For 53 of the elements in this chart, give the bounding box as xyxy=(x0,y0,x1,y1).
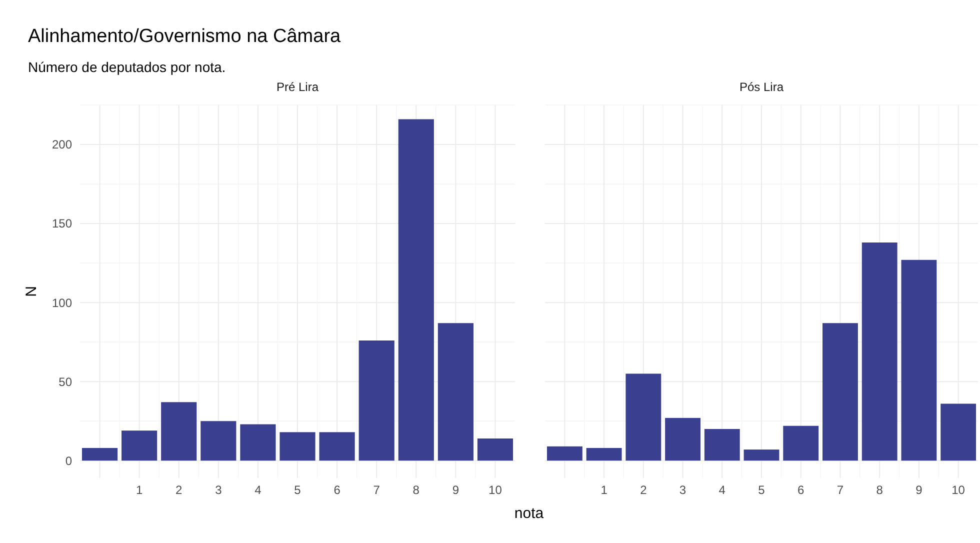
x-tick-label: 8 xyxy=(412,483,420,497)
bar xyxy=(161,402,197,461)
y-tick-label: 150 xyxy=(52,216,72,231)
x-axis-title: nota xyxy=(514,505,544,522)
bar xyxy=(319,432,355,461)
x-tick-label: 9 xyxy=(452,483,460,497)
x-tick-label: 5 xyxy=(758,483,766,497)
x-tick-label: 7 xyxy=(836,483,844,497)
bar xyxy=(704,429,740,461)
y-tick-label: 100 xyxy=(52,296,72,310)
text: Pré Lira xyxy=(276,80,319,94)
chart-title: Alinhamento/Governismo na Câmara xyxy=(28,26,342,47)
y-tick-label: 0 xyxy=(65,454,72,468)
bar xyxy=(398,119,434,461)
x-tick-label: 4 xyxy=(718,483,726,497)
bar xyxy=(438,323,474,461)
y-tick-label: 200 xyxy=(52,138,72,152)
bar xyxy=(586,448,622,461)
bar xyxy=(122,430,158,461)
text: Pós Lira xyxy=(739,80,784,94)
bar xyxy=(358,340,394,461)
bar xyxy=(862,242,898,461)
x-tick-label: 6 xyxy=(334,483,341,497)
x-tick-label: 4 xyxy=(254,483,262,497)
bar xyxy=(240,424,276,461)
x-tick-label: 10 xyxy=(488,483,502,497)
x-tick-label: 8 xyxy=(876,483,884,497)
x-tick-label: 7 xyxy=(373,483,380,497)
x-tick-label: 2 xyxy=(640,483,648,497)
bar xyxy=(822,323,858,461)
bar xyxy=(626,374,662,461)
x-tick-label: 3 xyxy=(215,483,222,497)
bar xyxy=(200,421,236,461)
bar xyxy=(477,438,514,461)
bar xyxy=(82,448,118,461)
x-tick-label: 9 xyxy=(916,483,923,497)
x-tick-label: 2 xyxy=(176,483,183,497)
y-tick-label: 50 xyxy=(58,374,72,389)
x-tick-label: 3 xyxy=(679,483,686,497)
x-tick-label: 10 xyxy=(952,483,966,497)
bar xyxy=(901,260,937,461)
bar xyxy=(665,418,700,461)
bar xyxy=(940,404,976,461)
x-tick-label: 5 xyxy=(294,483,302,497)
bar xyxy=(744,450,780,461)
y-axis-title: N xyxy=(23,286,40,297)
x-tick-label: 6 xyxy=(798,483,805,497)
bar xyxy=(783,426,819,461)
x-tick-label: 1 xyxy=(136,483,143,497)
bar xyxy=(280,432,316,461)
x-tick-label: 1 xyxy=(600,483,608,497)
bar xyxy=(546,446,582,461)
chart-subtitle: Número de deputados por nota. xyxy=(28,59,226,75)
